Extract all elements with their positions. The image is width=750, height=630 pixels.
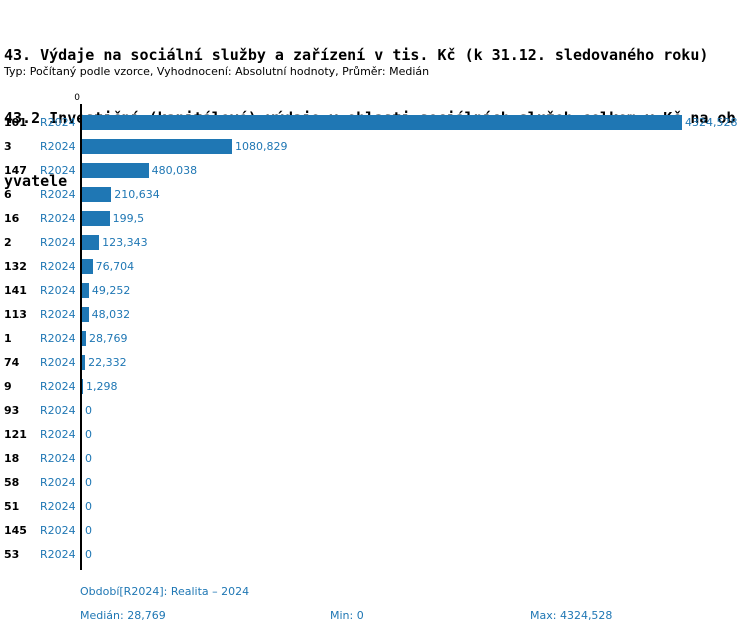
row-series-label: R2024 — [40, 499, 76, 513]
chart-row: 3 R2024 1080,829 — [0, 134, 750, 158]
bar-value-label: 1,298 — [86, 379, 118, 393]
bar — [82, 354, 86, 370]
bar — [82, 162, 149, 178]
row-series-label: R2024 — [40, 259, 76, 273]
bar-value-label: 76,704 — [95, 259, 135, 273]
bar-value-label: 0 — [85, 427, 92, 441]
chart-title-line-3: yvatele — [4, 172, 68, 190]
row-id-label: 141 — [4, 283, 27, 297]
bar — [82, 234, 100, 250]
row-id-label: 3 — [4, 139, 12, 153]
bar-value-label: 0 — [85, 523, 92, 537]
chart-row: 101 R2024 4324,528 — [0, 110, 750, 134]
chart-title-line-1: 43. Výdaje na sociální služby a zařízení… — [4, 46, 709, 64]
bar-value-label: 28,769 — [88, 331, 128, 345]
chart-row: 2 R2024 123,343 — [0, 230, 750, 254]
row-id-label: 18 — [4, 451, 20, 465]
row-id-label: 58 — [4, 475, 20, 489]
row-series-label: R2024 — [40, 331, 76, 345]
bar-value-label: 123,343 — [102, 235, 148, 249]
row-id-label: 132 — [4, 259, 27, 273]
chart-row: 16 R2024 199,5 — [0, 206, 750, 230]
bar — [82, 330, 86, 346]
bar-value-label: 199,5 — [112, 211, 145, 225]
footer-median-label: Medián: 28,769 — [80, 609, 166, 622]
footer-min-label: Min: 0 — [330, 609, 364, 622]
bar-value-label: 22,332 — [88, 355, 127, 369]
row-series-label: R2024 — [40, 547, 76, 561]
bar — [82, 114, 682, 130]
row-id-label: 113 — [4, 307, 27, 321]
chart-row: 132 R2024 76,704 — [0, 254, 750, 278]
row-series-label: R2024 — [40, 475, 76, 489]
bar — [82, 210, 110, 226]
chart-row: 121 R2024 0 — [0, 422, 750, 446]
row-series-label: R2024 — [40, 235, 76, 249]
chart-row: 74 R2024 22,332 — [0, 350, 750, 374]
row-series-label: R2024 — [40, 403, 76, 417]
bar — [82, 306, 89, 322]
bar-value-label: 48,032 — [91, 307, 131, 321]
row-series-label: R2024 — [40, 355, 76, 369]
row-series-label: R2024 — [40, 283, 76, 297]
row-series-label: R2024 — [40, 523, 76, 537]
chart-row: 145 R2024 0 — [0, 518, 750, 542]
row-series-label: R2024 — [40, 307, 76, 321]
chart-row: 51 R2024 0 — [0, 494, 750, 518]
row-id-label: 1 — [4, 331, 12, 345]
row-id-label: 147 — [4, 163, 27, 177]
row-id-label: 121 — [4, 427, 27, 441]
bar-chart-rows: 101 R2024 4324,528 3 R2024 1080,829 147 … — [0, 110, 750, 566]
bar-value-label: 210,634 — [114, 187, 160, 201]
row-id-label: 101 — [4, 115, 27, 129]
chart-row: 141 R2024 49,252 — [0, 278, 750, 302]
bar-value-label: 0 — [85, 475, 92, 489]
chart-row: 6 R2024 210,634 — [0, 182, 750, 206]
chart-row: 113 R2024 48,032 — [0, 302, 750, 326]
row-id-label: 53 — [4, 547, 20, 561]
bar-value-label: 0 — [85, 403, 92, 417]
row-series-label: R2024 — [40, 427, 76, 441]
row-id-label: 2 — [4, 235, 12, 249]
row-id-label: 51 — [4, 499, 20, 513]
bar — [82, 282, 89, 298]
row-id-label: 93 — [4, 403, 20, 417]
bar — [82, 258, 93, 274]
row-series-label: R2024 — [40, 115, 76, 129]
row-id-label: 74 — [4, 355, 20, 369]
bar — [82, 186, 112, 202]
bar-value-label: 0 — [85, 451, 92, 465]
footer-max-label: Max: 4324,528 — [530, 609, 613, 622]
row-series-label: R2024 — [40, 211, 76, 225]
bar-value-label: 4324,528 — [685, 115, 738, 129]
row-id-label: 9 — [4, 379, 12, 393]
chart-row: 9 R2024 1,298 — [0, 374, 750, 398]
bar-value-label: 49,252 — [91, 283, 131, 297]
x-axis-origin-label: 0 — [74, 93, 80, 103]
chart-row: 18 R2024 0 — [0, 446, 750, 470]
chart-row: 147 R2024 480,038 — [0, 158, 750, 182]
row-id-label: 6 — [4, 187, 12, 201]
bar — [82, 378, 83, 394]
y-axis-line — [80, 104, 82, 570]
chart-row: 53 R2024 0 — [0, 542, 750, 566]
chart-subtitle: Typ: Počítaný podle vzorce, Vyhodnocení:… — [4, 65, 430, 78]
bar-value-label: 0 — [85, 499, 92, 513]
row-series-label: R2024 — [40, 163, 76, 177]
bar-value-label: 0 — [85, 547, 92, 561]
bar-value-label: 480,038 — [151, 163, 198, 177]
chart-row: 1 R2024 28,769 — [0, 326, 750, 350]
row-id-label: 16 — [4, 211, 20, 225]
bar — [82, 138, 232, 154]
bar-value-label: 1080,829 — [234, 139, 288, 153]
row-id-label: 145 — [4, 523, 27, 537]
row-series-label: R2024 — [40, 379, 76, 393]
footer-period-label: Období[R2024]: Realita – 2024 — [80, 585, 250, 598]
chart-row: 93 R2024 0 — [0, 398, 750, 422]
chart-row: 58 R2024 0 — [0, 470, 750, 494]
row-series-label: R2024 — [40, 451, 76, 465]
row-series-label: R2024 — [40, 187, 76, 201]
row-series-label: R2024 — [40, 139, 76, 153]
